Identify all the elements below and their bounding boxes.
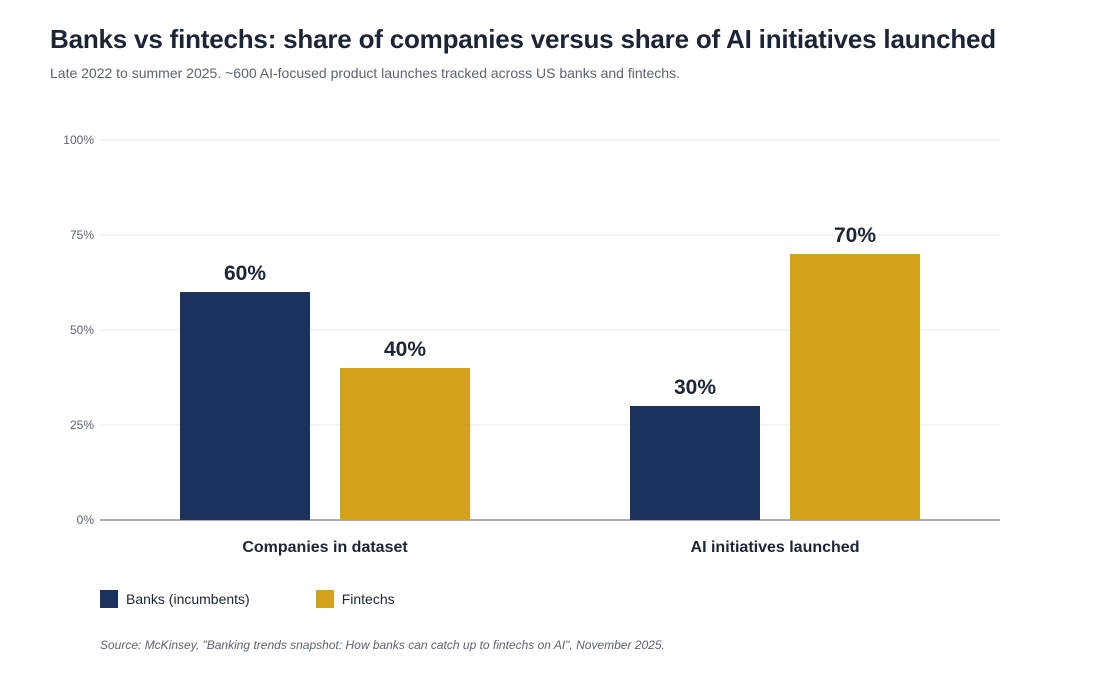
legend-swatch-banks xyxy=(100,590,118,608)
bar-chart: 0% 25% 50% 75% 100% 60% 40% Companies in datase… xyxy=(63,133,1000,556)
legend-item-fintechs: Fintechs xyxy=(315,590,395,608)
chart-subtitle: Late 2022 to summer 2025. ~600 AI-focuse… xyxy=(50,65,680,81)
legend-label-fintechs: Fintechs xyxy=(341,591,395,607)
x-category-label: Companies in dataset xyxy=(242,539,408,556)
y-tick-label: 25% xyxy=(70,418,94,432)
chart-title: Banks vs fintechs: share of companies ve… xyxy=(50,24,996,54)
y-tick-label: 50% xyxy=(70,323,94,337)
bar-fintechs xyxy=(340,368,470,520)
data-label-banks: 60% xyxy=(224,262,266,285)
bar-banks xyxy=(630,406,760,520)
bar-banks xyxy=(180,292,310,520)
data-label-fintechs: 40% xyxy=(384,338,426,361)
x-category-label: AI initiatives launched xyxy=(691,539,860,556)
legend: Banks (incumbents) Fintechs xyxy=(100,590,461,608)
data-label-banks: 30% xyxy=(674,376,716,399)
legend-item-banks: Banks (incumbents) xyxy=(100,590,250,608)
data-label-fintechs: 70% xyxy=(834,224,876,247)
y-tick-label: 100% xyxy=(63,133,94,147)
y-tick-label: 0% xyxy=(77,513,95,527)
source-note: Source: McKinsey, "Banking trends snapsh… xyxy=(100,638,665,652)
legend-swatch-fintechs xyxy=(315,590,334,608)
legend-label-banks: Banks (incumbents) xyxy=(126,591,250,607)
bar-fintechs xyxy=(790,254,920,520)
y-tick-label: 75% xyxy=(70,228,94,242)
